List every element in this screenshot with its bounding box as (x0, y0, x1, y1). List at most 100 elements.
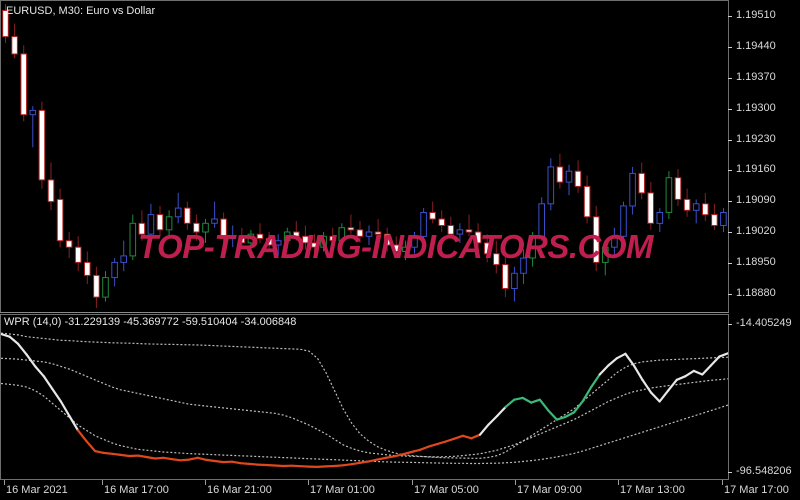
price-y-axis[interactable]: 1.19510 1.19440 1.19370 1.19300 1.19230 1.191… (728, 0, 800, 312)
wpr-main-segment (538, 398, 550, 412)
candle-body (193, 222, 200, 233)
time-axis-tick (308, 480, 309, 485)
time-axis-label: 17 Mar 05:00 (414, 484, 479, 496)
wpr-indicator-label: WPR (14,0) -31.229139 -45.369772 -59.510… (4, 316, 297, 328)
wpr-main-segment (205, 458, 216, 463)
symbol-label: EURUSD, M30: Euro vs Dollar (6, 5, 156, 17)
wpr-band-line (1, 332, 728, 459)
wpr-main-segment (1, 332, 11, 338)
wpr-main-segment (367, 458, 379, 463)
wpr-main-segment (93, 450, 105, 454)
candle-body (393, 244, 400, 252)
candle-body (38, 109, 46, 181)
pane-separator[interactable] (0, 312, 729, 313)
time-axis-tick (722, 480, 723, 485)
candle-body (320, 235, 327, 248)
candle-body (620, 205, 627, 237)
wpr-main-segment (393, 453, 405, 458)
wpr-plot-area[interactable] (1, 315, 728, 479)
candle-body (656, 212, 664, 224)
wpr-main-segment (555, 415, 567, 421)
candle-body (311, 242, 318, 248)
candle-body (720, 212, 727, 226)
candle-body (547, 166, 555, 205)
price-axis-label: 1.19440 (736, 40, 776, 52)
time-axis-label: 16 Mar 21:00 (207, 484, 272, 496)
wpr-main-segment (624, 352, 636, 367)
wpr-main-segment (179, 458, 191, 462)
time-axis-label: 16 Mar 2021 (6, 484, 68, 496)
wpr-main-segment (590, 373, 601, 389)
wpr-main-segment (196, 456, 208, 461)
candle-body (411, 235, 418, 248)
wpr-main-segment (666, 378, 678, 392)
price-axis-tick (728, 109, 732, 110)
wpr-y-axis[interactable]: -14.405249 -96.548206 (728, 314, 800, 480)
wpr-axis-label: -96.548206 (736, 465, 792, 477)
wpr-main-segment (153, 456, 165, 460)
price-axis-label: 1.18950 (736, 256, 776, 268)
wpr-pane-top-border (0, 314, 729, 315)
wpr-main-segment (641, 378, 653, 394)
candle-body (665, 177, 673, 213)
candle-body (102, 277, 109, 298)
candle-body (29, 109, 37, 116)
wpr-main-segment (419, 445, 430, 451)
candle-body (283, 231, 291, 242)
candle-body (84, 261, 91, 276)
price-axis-tick (728, 78, 732, 79)
wpr-main-segment (487, 414, 499, 426)
candle-body (247, 233, 255, 244)
wpr-main-segment (162, 456, 174, 461)
wpr-band-line (1, 357, 728, 458)
candle-body (383, 233, 391, 246)
wpr-main-segment (675, 375, 687, 382)
candle-body (256, 233, 264, 239)
price-axis-tick (728, 201, 732, 202)
candle-body (165, 216, 173, 231)
wpr-main-segment (85, 440, 97, 453)
candle-body (529, 235, 536, 259)
time-axis-label: 16 Mar 17:00 (104, 484, 169, 496)
wpr-main-segment (615, 352, 627, 360)
wpr-main-segment (8, 335, 20, 345)
price-axis-label: 1.19020 (736, 225, 776, 237)
candle-body (74, 246, 82, 263)
candle-body (511, 272, 518, 289)
candle-body (20, 53, 27, 116)
candle-body (184, 207, 191, 224)
wpr-main-segment (547, 409, 559, 421)
wpr-main-segment (376, 456, 387, 461)
wpr-main-segment (247, 462, 259, 466)
wpr-main-segment (444, 437, 456, 443)
candle-body (47, 179, 55, 203)
candle-body (674, 177, 682, 200)
wpr-main-segment (410, 448, 422, 454)
time-axis-tick (4, 480, 5, 485)
price-axis-label: 1.19370 (736, 71, 776, 83)
candle-body (293, 231, 300, 237)
wpr-main-segment (342, 463, 353, 467)
wpr-pane: WPR (14,0) -31.229139 -45.369772 -59.510… (0, 314, 800, 480)
time-axis[interactable]: 16 Mar 2021 16 Mar 17:00 16 Mar 21:00 17 Ma… (0, 480, 800, 500)
wpr-main-segment (632, 364, 644, 382)
price-axis-label: 1.19510 (736, 9, 776, 21)
candle-body (465, 229, 473, 233)
watermark-text: TOP-TRADING-INDICATORS.COM (138, 228, 653, 265)
candle-body (692, 203, 700, 211)
candle-body (174, 207, 182, 218)
price-pane-top-border (0, 0, 729, 1)
time-axis-tick (412, 480, 413, 485)
price-plot-area[interactable] (1, 1, 728, 311)
wpr-pane-bottom-border (0, 479, 729, 480)
wpr-main-segment (453, 434, 464, 440)
candle-body (329, 235, 336, 242)
price-axis-label: 1.19160 (736, 163, 776, 175)
candle-body (120, 255, 128, 263)
candle-body (483, 242, 491, 255)
price-axis-label: 1.19230 (736, 133, 776, 145)
wpr-main-segment (68, 414, 80, 432)
wpr-axis-divider (728, 314, 729, 480)
candle-body (274, 240, 282, 246)
candlestick-series (2, 4, 727, 308)
